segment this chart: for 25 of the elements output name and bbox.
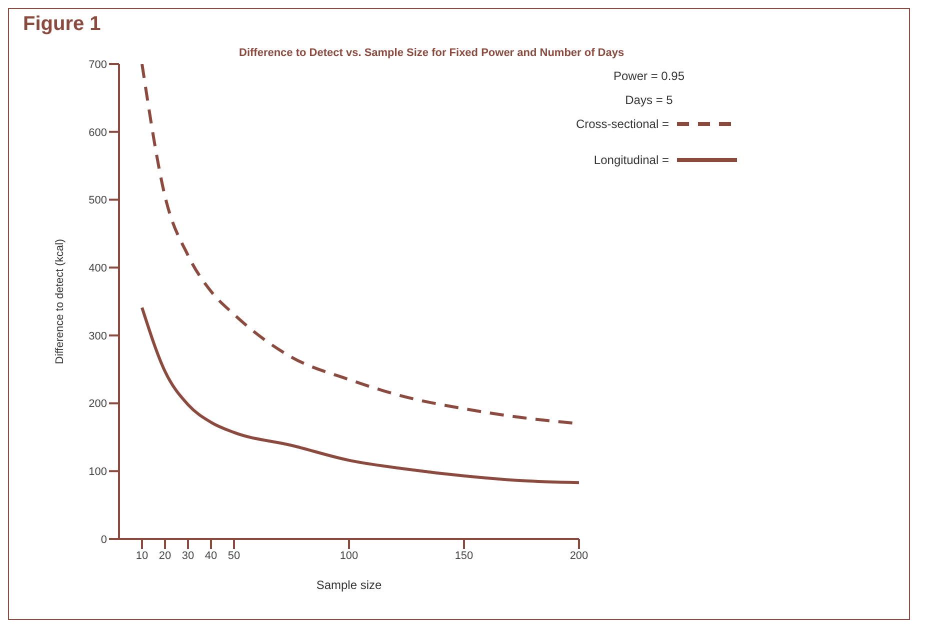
y-axis-title: Difference to detect (kcal)	[54, 238, 66, 364]
x-tick-label: 100	[340, 550, 358, 562]
text: Power = 0.95	[612, 69, 686, 83]
y-tick-label: 300	[88, 330, 107, 342]
text: Days = 5	[624, 93, 674, 107]
chart-subtitle: Difference to Detect vs. Sample Size for Fixed Power and Number of Days	[239, 47, 624, 59]
y-tick-label: 200	[88, 398, 107, 410]
y-tick-label: 400	[88, 262, 107, 274]
y-tick-label: 600	[88, 126, 107, 139]
x-tick-label: 200	[570, 550, 588, 562]
x-tick-label: 150	[454, 550, 474, 562]
y-tick-label: 0	[100, 534, 107, 546]
x-tick-label: 20	[158, 550, 172, 562]
x-tick-label: 30	[182, 550, 194, 562]
y-tick-label: 100	[88, 466, 107, 478]
x-tick-label: 10	[136, 550, 148, 562]
y-tick-label: 700	[88, 58, 107, 71]
line-series	[140, 306, 579, 484]
legend-label: Cross-sectional =	[576, 117, 669, 131]
x-tick-label: 40	[204, 550, 218, 562]
chart-title: Figure 1	[23, 13, 101, 36]
x-tick-label: 50	[228, 550, 240, 562]
y-tick-label: 500	[88, 194, 107, 207]
x-axis-title: Sample size	[316, 578, 382, 592]
legend-label: Longitudinal =	[594, 153, 669, 167]
